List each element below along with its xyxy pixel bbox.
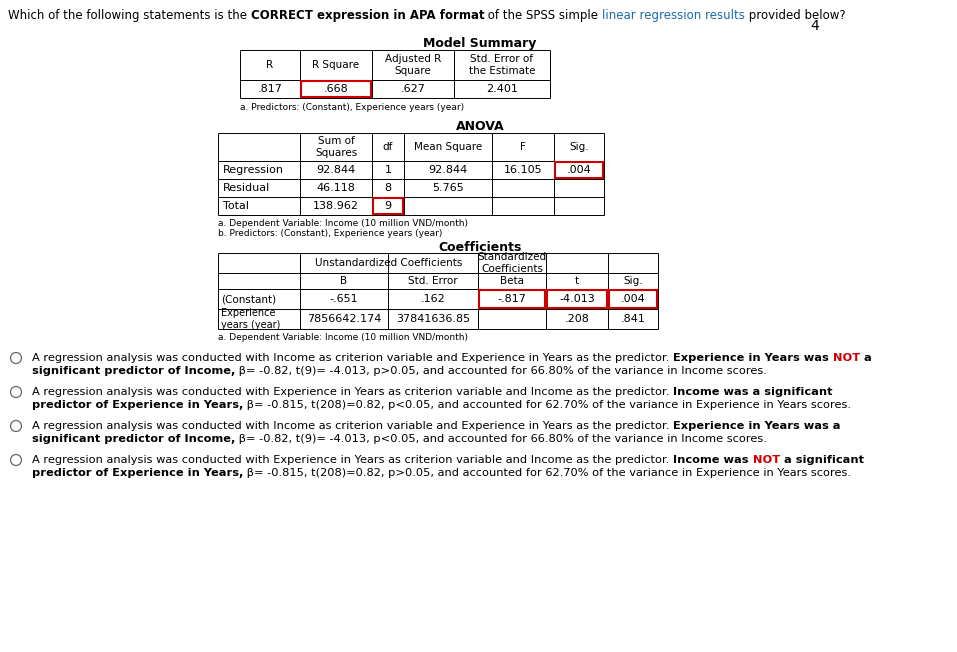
Text: 16.105: 16.105 — [503, 165, 543, 175]
Text: -.651: -.651 — [330, 294, 358, 304]
Text: A regression analysis was conducted with Experience in Years as criterion variab: A regression analysis was conducted with… — [32, 455, 673, 465]
Text: significant predictor of Income,: significant predictor of Income, — [32, 434, 235, 444]
Text: -4.013: -4.013 — [559, 294, 595, 304]
Text: A regression analysis was conducted with Income as criterion variable and Experi: A regression analysis was conducted with… — [32, 353, 673, 363]
Text: 1: 1 — [385, 165, 391, 175]
Text: Which of the following statements is the: Which of the following statements is the — [8, 9, 251, 22]
Text: .668: .668 — [323, 84, 348, 94]
Text: .004: .004 — [567, 165, 591, 175]
Text: .627: .627 — [401, 84, 426, 94]
Bar — [479, 290, 545, 308]
Text: Coefficients: Coefficients — [438, 241, 522, 254]
Text: 9: 9 — [385, 201, 391, 211]
Text: b. Predictors: (Constant), Experience years (year): b. Predictors: (Constant), Experience ye… — [218, 229, 442, 238]
Text: 92.844: 92.844 — [429, 165, 468, 175]
Text: Standardized
Coefficients: Standardized Coefficients — [478, 252, 546, 274]
Text: Experience in Years was a: Experience in Years was a — [673, 421, 840, 431]
Text: Experience
years (year): Experience years (year) — [221, 308, 280, 330]
Text: provided below?: provided below? — [745, 9, 846, 22]
Text: R Square: R Square — [312, 60, 360, 70]
Text: Beta: Beta — [500, 276, 524, 286]
Text: R: R — [266, 60, 274, 70]
Text: Sig.: Sig. — [623, 276, 643, 286]
Bar — [609, 290, 657, 308]
Text: Std. Error: Std. Error — [409, 276, 457, 286]
Text: Regression: Regression — [223, 165, 284, 175]
Text: NOT: NOT — [752, 455, 780, 465]
Text: (Constant): (Constant) — [221, 294, 277, 304]
Text: .841: .841 — [620, 314, 645, 324]
Text: linear regression results: linear regression results — [602, 9, 745, 22]
Bar — [547, 290, 607, 308]
Text: a. Predictors: (Constant), Experience years (year): a. Predictors: (Constant), Experience ye… — [240, 103, 464, 112]
Text: predictor of Experience in Years,: predictor of Experience in Years, — [32, 400, 243, 410]
Text: a: a — [860, 353, 872, 363]
Text: 92.844: 92.844 — [317, 165, 356, 175]
Text: predictor of Experience in Years,: predictor of Experience in Years, — [32, 468, 243, 478]
Text: 37841636.85: 37841636.85 — [396, 314, 470, 324]
Text: CORRECT expression in APA format: CORRECT expression in APA format — [251, 9, 484, 22]
Text: Mean Square: Mean Square — [413, 142, 482, 152]
Text: .162: .162 — [421, 294, 445, 304]
Text: .208: .208 — [565, 314, 590, 324]
Text: Experience in Years was: Experience in Years was — [673, 353, 833, 363]
Text: A regression analysis was conducted with Experience in Years as criterion variab: A regression analysis was conducted with… — [32, 387, 673, 397]
Bar — [373, 198, 403, 214]
Text: -.817: -.817 — [498, 294, 526, 304]
Text: Residual: Residual — [223, 183, 270, 193]
Text: significant predictor of Income,: significant predictor of Income, — [32, 366, 235, 376]
Text: Unstandardized Coefficients: Unstandardized Coefficients — [315, 258, 462, 268]
Text: a. Dependent Variable: Income (10 million VND/month): a. Dependent Variable: Income (10 millio… — [218, 219, 468, 228]
Text: t: t — [575, 276, 579, 286]
Text: of the SPSS simple: of the SPSS simple — [484, 9, 602, 22]
Text: β= -0.82, t(9)= -4.013, p<0.05, and accounted for 66.80% of the variance in Inco: β= -0.82, t(9)= -4.013, p<0.05, and acco… — [235, 434, 768, 444]
Text: ANOVA: ANOVA — [456, 120, 504, 133]
Text: A regression analysis was conducted with Income as criterion variable and Experi: A regression analysis was conducted with… — [32, 421, 673, 431]
Text: β= -0.815, t(208)=0.82, p>0.05, and accounted for 62.70% of the variance in Expe: β= -0.815, t(208)=0.82, p>0.05, and acco… — [243, 468, 852, 478]
Text: 7856642.174: 7856642.174 — [307, 314, 381, 324]
Text: B: B — [341, 276, 347, 286]
Text: Sig.: Sig. — [569, 142, 589, 152]
Bar — [555, 162, 603, 178]
Text: Std. Error of
the Estimate: Std. Error of the Estimate — [469, 54, 535, 76]
Text: Sum of
Squares: Sum of Squares — [315, 136, 357, 158]
Text: .004: .004 — [621, 294, 645, 304]
Text: NOT: NOT — [833, 353, 860, 363]
Text: F: F — [520, 142, 526, 152]
Text: Total: Total — [223, 201, 249, 211]
Text: 46.118: 46.118 — [317, 183, 355, 193]
Text: 2.401: 2.401 — [486, 84, 518, 94]
Text: Adjusted R
Square: Adjusted R Square — [385, 54, 441, 76]
Text: .817: .817 — [257, 84, 282, 94]
Text: a. Dependent Variable: Income (10 million VND/month): a. Dependent Variable: Income (10 millio… — [218, 333, 468, 342]
Text: Income was: Income was — [673, 455, 752, 465]
Text: 8: 8 — [385, 183, 391, 193]
Text: Model Summary: Model Summary — [423, 37, 537, 50]
Bar — [301, 81, 371, 97]
Text: β= -0.815, t(208)=0.82, p<0.05, and accounted for 62.70% of the variance in Expe: β= -0.815, t(208)=0.82, p<0.05, and acco… — [243, 400, 852, 410]
Text: a significant: a significant — [780, 455, 863, 465]
Text: 138.962: 138.962 — [313, 201, 359, 211]
Text: 5.765: 5.765 — [433, 183, 464, 193]
Text: β= -0.82, t(9)= -4.013, p>0.05, and accounted for 66.80% of the variance in Inco: β= -0.82, t(9)= -4.013, p>0.05, and acco… — [235, 366, 768, 376]
Text: Income was a significant: Income was a significant — [673, 387, 833, 397]
Text: df: df — [383, 142, 393, 152]
Text: 4: 4 — [810, 19, 819, 33]
